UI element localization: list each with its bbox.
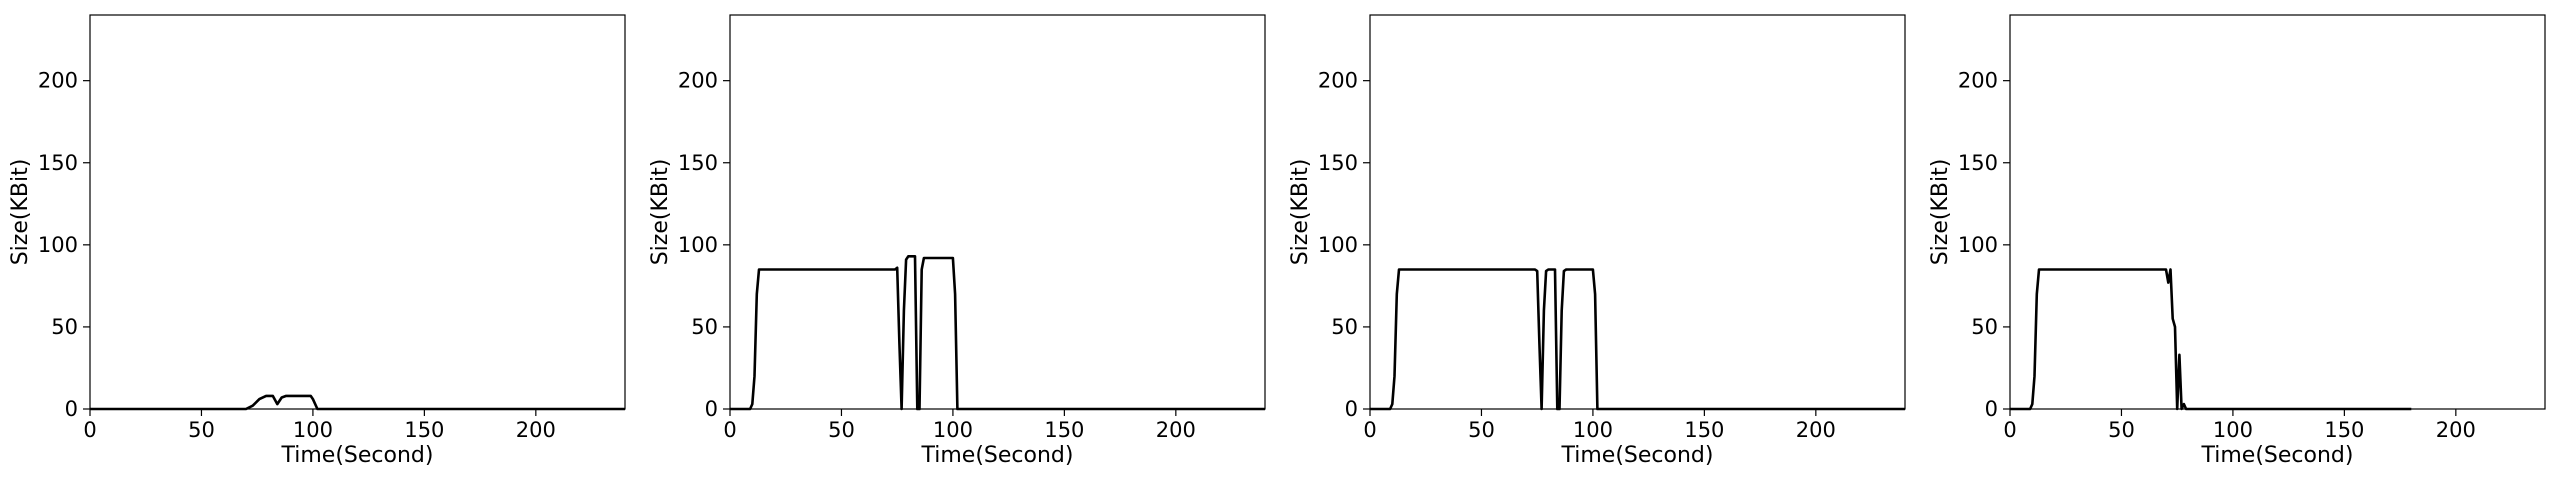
plot-frame (89, 14, 626, 410)
x-axis-label: Time(Second) (2201, 443, 2354, 468)
x-tick-label: 150 (1044, 418, 1084, 442)
y-axis-label: Size(KBit) (1288, 159, 1313, 266)
x-tick-label: 150 (404, 418, 444, 442)
x-tick-label: 50 (1468, 418, 1495, 442)
y-tick-label: 150 (38, 151, 78, 175)
plot-frame (2009, 14, 2546, 410)
x-tick-label: 200 (516, 418, 556, 442)
plot-frame (1369, 14, 1906, 410)
y-tick-label: 0 (1345, 397, 1358, 421)
plot-frame (729, 14, 1266, 410)
y-tick-label: 200 (678, 69, 718, 93)
series-line-1 (90, 394, 625, 411)
y-tick-label: 150 (1958, 151, 1998, 175)
y-tick-label: 100 (1958, 233, 1998, 257)
y-tick-label: 150 (1318, 151, 1358, 175)
x-axis-label: Time(Second) (921, 443, 1074, 468)
series-line-1 (1370, 268, 1905, 411)
y-tick-label: 0 (1985, 397, 1998, 421)
series-line-1 (730, 254, 1265, 411)
chart-panel-3: 0 50 100 150 200 0 50 100 150 200 Time(Second) Size… (1288, 14, 1906, 468)
y-tick-label: 100 (38, 233, 78, 257)
y-tick-label: 0 (705, 397, 718, 421)
series-line-1 (2010, 268, 2412, 411)
chart-panel-2: 0 50 100 150 200 0 50 100 150 200 Time(Second) Size… (648, 14, 1266, 468)
x-tick-label: 0 (83, 418, 96, 442)
x-tick-label: 0 (2003, 418, 2016, 442)
y-tick-label: 50 (51, 315, 78, 339)
x-tick-label: 150 (1684, 418, 1724, 442)
y-tick-label: 50 (691, 315, 718, 339)
y-tick-label: 0 (65, 397, 78, 421)
x-axis-label: Time(Second) (281, 443, 434, 468)
x-tick-label: 100 (933, 418, 973, 442)
y-tick-label: 50 (1971, 315, 1998, 339)
chart-panel-4: 0 50 100 150 200 0 50 100 150 200 Time(Second) Size… (1928, 14, 2546, 468)
y-tick-label: 200 (38, 69, 78, 93)
x-tick-label: 100 (2213, 418, 2253, 442)
y-tick-label: 50 (1331, 315, 1358, 339)
y-tick-label: 100 (1318, 233, 1358, 257)
x-tick-label: 100 (1573, 418, 1613, 442)
x-tick-label: 50 (828, 418, 855, 442)
y-tick-label: 100 (678, 233, 718, 257)
x-tick-label: 0 (723, 418, 736, 442)
x-tick-label: 0 (1363, 418, 1376, 442)
x-tick-label: 200 (1156, 418, 1196, 442)
x-axis-label: Time(Second) (1561, 443, 1714, 468)
y-tick-label: 200 (1958, 69, 1998, 93)
x-tick-label: 150 (2324, 418, 2364, 442)
y-tick-label: 150 (678, 151, 718, 175)
chart-panel-1: 0 50 100 150 200 0 50 100 150 200 Time(Second) Size… (8, 14, 626, 468)
y-axis-label: Size(KBit) (1928, 159, 1953, 266)
x-tick-label: 50 (2108, 418, 2135, 442)
y-axis-label: Size(KBit) (8, 159, 33, 266)
y-axis-label: Size(KBit) (648, 159, 673, 266)
x-tick-label: 50 (188, 418, 215, 442)
x-tick-label: 200 (1796, 418, 1836, 442)
x-tick-label: 100 (293, 418, 333, 442)
y-tick-label: 200 (1318, 69, 1358, 93)
x-tick-label: 200 (2436, 418, 2476, 442)
